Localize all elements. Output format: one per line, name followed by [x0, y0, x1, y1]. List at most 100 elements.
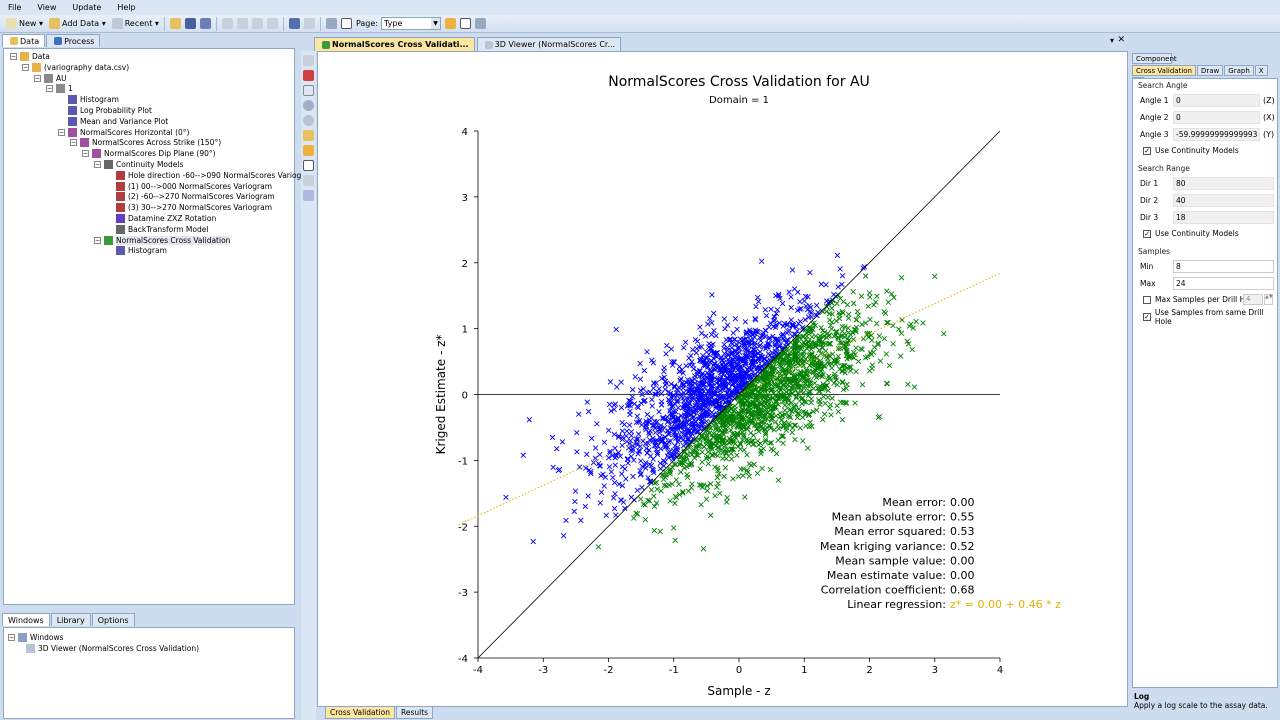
landscape-icon[interactable]	[460, 18, 471, 29]
tab-data[interactable]: Data	[2, 34, 46, 47]
tree-item[interactable]: BackTransform Model	[106, 224, 208, 235]
page-type-select[interactable]: Type ▼	[381, 17, 441, 30]
expander-icon[interactable]: −	[46, 85, 53, 93]
blue-point	[576, 464, 583, 470]
tab-windows[interactable]: Windows	[2, 613, 50, 626]
recent-button[interactable]: Recent ▾	[108, 16, 161, 32]
save-icon[interactable]	[184, 18, 196, 29]
tree-item[interactable]: − NormalScores Cross Validation	[94, 235, 231, 246]
tab-results[interactable]: Results	[395, 707, 434, 719]
expander-icon[interactable]: −	[70, 139, 77, 147]
window-dropdown-icon[interactable]: ▾	[1109, 36, 1114, 45]
run-icon[interactable]	[221, 18, 233, 29]
tree-item[interactable]: Datamine ZXZ Rotation	[106, 213, 216, 224]
use-same-hole-checkbox[interactable]: ✓ Use Samples from same Drill Hole	[1133, 308, 1277, 326]
tree-item[interactable]: Histogram	[106, 245, 167, 256]
min-input[interactable]: 8	[1173, 260, 1274, 273]
step-icon[interactable]	[236, 18, 248, 29]
select-icon[interactable]	[303, 85, 314, 96]
tab-component[interactable]: Component	[1132, 53, 1177, 64]
expander-icon[interactable]: −	[10, 53, 17, 60]
grid-icon[interactable]	[303, 160, 314, 171]
angle1-input[interactable]: 0	[1173, 94, 1260, 107]
tree-item[interactable]: (1) 00-->000 NormalScores Variogram	[106, 181, 272, 192]
save-all-icon[interactable]	[199, 18, 211, 29]
tree-item[interactable]: Histogram	[58, 94, 119, 105]
max-per-hole-checkbox[interactable]: Max Samples per Drill Hole 4 ▲▼	[1133, 292, 1277, 307]
tree-item[interactable]: − AU	[34, 73, 67, 84]
dir2-input[interactable]: 40	[1173, 194, 1274, 207]
angle3-input[interactable]: -59.99999999999993	[1173, 128, 1260, 141]
tab-draw[interactable]: Draw	[1196, 65, 1224, 76]
orientation-icon[interactable]	[445, 18, 456, 29]
arrow-icon[interactable]	[303, 55, 314, 66]
tree-item[interactable]: − NormalScores Dip Plane (90°)	[82, 148, 216, 159]
menu-file[interactable]: File	[8, 3, 22, 12]
expander-icon[interactable]: −	[94, 161, 101, 168]
tab-graph[interactable]: Graph	[1224, 65, 1254, 76]
pointer-icon[interactable]	[303, 175, 314, 186]
max-per-hole-stepper[interactable]: 4	[1243, 294, 1263, 305]
pan-icon[interactable]	[303, 130, 314, 141]
blue-point	[713, 391, 719, 397]
add-data-button[interactable]: Add Data ▾	[45, 16, 108, 32]
tree-item[interactable]: − NormalScores Horizontal (0°)	[58, 127, 190, 138]
dir3-input[interactable]: 18	[1173, 211, 1274, 224]
blue-point	[641, 367, 648, 374]
menu-update[interactable]: Update	[72, 3, 102, 12]
zoom-out-icon[interactable]	[303, 115, 314, 126]
use-continuity-checkbox-1[interactable]: ✓ Use Continuity Models	[1133, 143, 1277, 158]
expander-icon[interactable]: −	[82, 150, 89, 158]
stepper-arrows-icon[interactable]: ▲▼	[1264, 294, 1273, 305]
tree-item[interactable]: Mean and Variance Plot	[58, 116, 168, 127]
tree-item[interactable]: − Data	[10, 51, 50, 62]
tree-item[interactable]: − NormalScores Across Strike (150°)	[70, 137, 221, 148]
tree-item-windows[interactable]: − Windows	[8, 632, 63, 643]
redo-icon[interactable]	[303, 18, 315, 29]
new-button[interactable]: New ▾	[2, 16, 45, 32]
close-icon[interactable]: ✕	[1117, 35, 1125, 45]
menu-help[interactable]: Help	[117, 3, 136, 12]
split-icon[interactable]	[475, 18, 486, 29]
delete-icon[interactable]	[303, 70, 314, 81]
tab-cross-validation-view[interactable]: Cross Validation	[325, 707, 395, 719]
tab-x[interactable]: X	[1254, 65, 1268, 76]
histogram-icon[interactable]	[303, 190, 314, 201]
expander-icon[interactable]: −	[22, 63, 29, 71]
expander-icon[interactable]: −	[58, 128, 65, 136]
blue-point	[634, 442, 641, 448]
tab-cross-validation-props[interactable]: Cross Validation	[1132, 65, 1196, 76]
layout-icon[interactable]	[340, 18, 352, 29]
dir1-input[interactable]: 80	[1173, 177, 1274, 190]
tab-cross-validation[interactable]: NormalScores Cross Validati...	[314, 37, 475, 51]
tree-item[interactable]: Hole direction -60-->090 NormalScores Va…	[106, 170, 316, 181]
tree-item[interactable]: (3) 30-->270 NormalScores Variogram	[106, 202, 272, 213]
lasso-icon[interactable]	[303, 145, 314, 156]
expander-icon[interactable]: −	[34, 74, 41, 82]
open-icon[interactable]	[169, 18, 181, 29]
tree-item[interactable]: − Continuity Models	[94, 159, 183, 170]
tree-item-3d-viewer[interactable]: 3D Viewer (NormalScores Cross Validation…	[26, 643, 199, 654]
expander-icon[interactable]: −	[94, 236, 101, 244]
angle2-input[interactable]: 0	[1173, 111, 1260, 124]
run-all-icon[interactable]	[251, 18, 263, 29]
max-input[interactable]: 24	[1173, 277, 1274, 290]
blue-point	[773, 310, 780, 317]
window-icon[interactable]	[325, 18, 337, 29]
tab-options[interactable]: Options	[91, 613, 135, 626]
undo-icon[interactable]	[288, 18, 300, 29]
step-all-icon[interactable]	[266, 18, 278, 29]
tab-library[interactable]: Library	[50, 613, 91, 626]
tree-item[interactable]: Log Probability Plot	[58, 105, 152, 116]
use-continuity-checkbox-2[interactable]: ✓ Use Continuity Models	[1133, 226, 1277, 241]
blue-point	[692, 405, 699, 412]
tab-3d-viewer[interactable]: 3D Viewer (NormalScores Cr...	[476, 37, 622, 51]
tree-item[interactable]: −1	[46, 83, 73, 94]
tab-process[interactable]: Process	[46, 34, 101, 47]
tree-item[interactable]: (2) -60-->270 NormalScores Variogram	[106, 191, 275, 202]
menu-view[interactable]: View	[37, 3, 57, 12]
plot-bottom-tabs: Cross Validation Results	[325, 707, 434, 719]
zoom-in-icon[interactable]	[303, 100, 314, 111]
blue-point	[744, 366, 750, 373]
tree-item[interactable]: − (variography data.csv)	[22, 62, 129, 73]
